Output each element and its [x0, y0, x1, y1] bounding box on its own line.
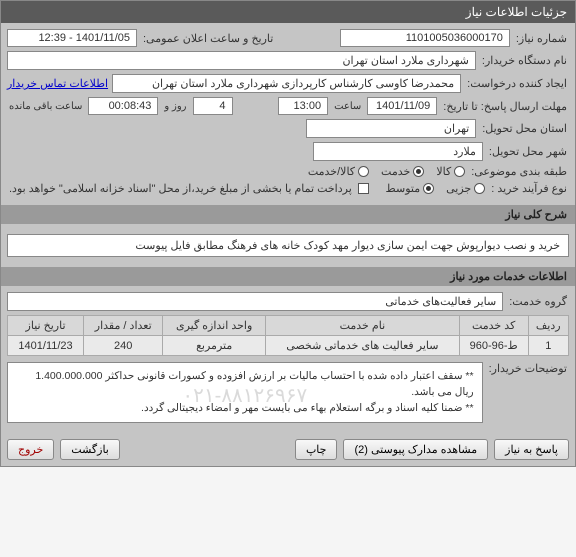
remaining-label: ساعت باقی مانده: [7, 101, 84, 112]
creator-label: ایجاد کننده درخواست:: [465, 77, 569, 90]
radio-kala-khadmat-label: کالا/خدمت: [308, 165, 355, 178]
form-section: شماره نیاز: 1101005036000170 تاریخ و ساع…: [1, 23, 575, 205]
page-header: جزئیات اطلاعات نیاز: [1, 1, 575, 23]
row-group: گروه خدمت: سایر فعالیت‌های خدماتی: [7, 292, 569, 311]
row-deadline: مهلت ارسال پاسخ: تا تاریخ: 1401/11/09 سا…: [7, 97, 569, 115]
city-label: شهر محل تحویل:: [487, 145, 569, 158]
print-button[interactable]: چاپ: [295, 439, 338, 460]
radio-kala-item[interactable]: کالا: [436, 165, 465, 178]
radio-jozi-item[interactable]: جزیی: [446, 182, 485, 195]
table-row: 1 ط-96-960 سایر فعالیت های خدماتی شخصی م…: [8, 336, 569, 356]
contact-link[interactable]: اطلاعات تماس خریدار: [7, 77, 108, 90]
group-label: گروه خدمت:: [507, 295, 569, 308]
footer-left: بازگشت خروج: [7, 439, 120, 460]
desc-text: خرید و نصب دیوارپوش جهت ایمن سازی دیوار …: [7, 234, 569, 257]
radio-jozi-label: جزیی: [446, 182, 471, 195]
row-need-no: شماره نیاز: 1101005036000170 تاریخ و ساع…: [7, 29, 569, 47]
services-table: ردیف کد خدمت نام خدمت واحد اندازه گیری ت…: [7, 315, 569, 356]
payment-checkbox[interactable]: [358, 183, 369, 194]
radio-kala: [454, 166, 465, 177]
announce-value: 1401/11/05 - 12:39: [7, 29, 137, 47]
services-header: اطلاعات خدمات مورد نیاز: [1, 267, 575, 286]
remaining-time: 00:08:43: [88, 97, 158, 115]
radio-motavaset: [423, 183, 434, 194]
deadline-label: مهلت ارسال پاسخ: تا تاریخ:: [441, 100, 569, 113]
row-buyer-notes: توضیحات خریدار: ** سقف اعتبار داده شده ب…: [7, 362, 569, 423]
buyer-notes-label: توضیحات خریدار:: [487, 362, 569, 375]
reply-button[interactable]: پاسخ به نیاز: [494, 439, 569, 460]
province-label: استان محل تحویل:: [480, 122, 569, 135]
radio-motavaset-item[interactable]: متوسط: [386, 182, 435, 195]
th-1: کد خدمت: [459, 316, 528, 336]
note-line2: ** ضمنا کلیه اسناد و برگه استعلام بهاء م…: [16, 401, 474, 417]
days-value: 4: [193, 97, 233, 115]
buyer-notes-box: ** سقف اعتبار داده شده با احتساب مالیات …: [7, 362, 483, 423]
services-section: گروه خدمت: سایر فعالیت‌های خدماتی ردیف ک…: [1, 286, 575, 433]
row-city: شهر محل تحویل: ملارد: [7, 142, 569, 161]
announce-label: تاریخ و ساعت اعلان عمومی:: [141, 32, 275, 45]
page-title: جزئیات اطلاعات نیاز: [466, 5, 567, 19]
buyer-value: شهرداری ملارد استان تهران: [7, 51, 476, 70]
deadline-time: 13:00: [278, 97, 328, 115]
desc-section: خرید و نصب دیوارپوش جهت ایمن سازی دیوار …: [1, 224, 575, 267]
td-0-0: 1: [528, 336, 569, 356]
deadline-date: 1401/11/09: [367, 97, 437, 115]
td-0-1: ط-96-960: [459, 336, 528, 356]
city-value: ملارد: [313, 142, 483, 161]
row-creator: ایجاد کننده درخواست: محمدرضا کاوسی کارشن…: [7, 74, 569, 93]
payment-check-label: پرداخت تمام یا بخشی از مبلغ خرید،از محل …: [7, 182, 354, 195]
buyer-label: نام دستگاه خریدار:: [480, 54, 569, 67]
row-category: طبقه بندی موضوعی: کالا خدمت کالا/خدمت: [7, 165, 569, 178]
need-no-value: 1101005036000170: [340, 29, 510, 47]
radio-kala-khadmat-item[interactable]: کالا/خدمت: [308, 165, 369, 178]
category-label: طبقه بندی موضوعی:: [469, 165, 569, 178]
process-radio-group: جزیی متوسط: [386, 182, 486, 195]
process-label: نوع فرآیند خرید :: [489, 182, 569, 195]
td-0-3: مترمربع: [163, 336, 266, 356]
time-label-1: ساعت: [332, 101, 363, 112]
td-0-4: 240: [84, 336, 163, 356]
radio-kala-label: کالا: [436, 165, 451, 178]
radio-khadmat-item[interactable]: خدمت: [381, 165, 424, 178]
province-value: تهران: [306, 119, 476, 138]
td-0-5: 1401/11/23: [8, 336, 84, 356]
th-2: نام خدمت: [265, 316, 459, 336]
need-no-label: شماره نیاز:: [514, 32, 569, 45]
exit-button[interactable]: خروج: [7, 439, 54, 460]
desc-header: شرح کلی نیاز: [1, 205, 575, 224]
row-buyer: نام دستگاه خریدار: شهرداری ملارد استان ت…: [7, 51, 569, 70]
table-header-row: ردیف کد خدمت نام خدمت واحد اندازه گیری ت…: [8, 316, 569, 336]
note-line1: ** سقف اعتبار داده شده با احتساب مالیات …: [16, 369, 474, 401]
days-label: روز و: [162, 101, 188, 112]
row-process: نوع فرآیند خرید : جزیی متوسط پرداخت تمام…: [7, 182, 569, 195]
radio-kala-khadmat: [358, 166, 369, 177]
main-container: جزئیات اطلاعات نیاز شماره نیاز: 11010050…: [0, 0, 576, 467]
radio-khadmat-label: خدمت: [381, 165, 410, 178]
th-3: واحد اندازه گیری: [163, 316, 266, 336]
row-province: استان محل تحویل: تهران: [7, 119, 569, 138]
radio-motavaset-label: متوسط: [386, 182, 421, 195]
th-5: تاریخ نیاز: [8, 316, 84, 336]
back-button[interactable]: بازگشت: [60, 439, 120, 460]
th-4: تعداد / مقدار: [84, 316, 163, 336]
creator-value: محمدرضا کاوسی کارشناس کارپردازی شهرداری …: [112, 74, 461, 93]
footer: پاسخ به نیاز مشاهده مدارک پیوستی (2) چاپ…: [1, 433, 575, 466]
radio-jozi: [474, 183, 485, 194]
th-0: ردیف: [528, 316, 569, 336]
attachments-button[interactable]: مشاهده مدارک پیوستی (2): [343, 439, 488, 460]
td-0-2: سایر فعالیت های خدماتی شخصی: [265, 336, 459, 356]
footer-right: پاسخ به نیاز مشاهده مدارک پیوستی (2) چاپ: [295, 439, 569, 460]
radio-khadmat: [413, 166, 424, 177]
group-value: سایر فعالیت‌های خدماتی: [7, 292, 503, 311]
category-radio-group: کالا خدمت کالا/خدمت: [308, 165, 465, 178]
